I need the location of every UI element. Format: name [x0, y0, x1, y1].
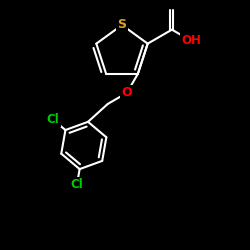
Text: O: O	[122, 86, 132, 100]
Text: OH: OH	[181, 34, 201, 47]
Text: Cl: Cl	[47, 113, 60, 126]
Text: Cl: Cl	[70, 178, 83, 191]
Text: S: S	[118, 18, 126, 32]
